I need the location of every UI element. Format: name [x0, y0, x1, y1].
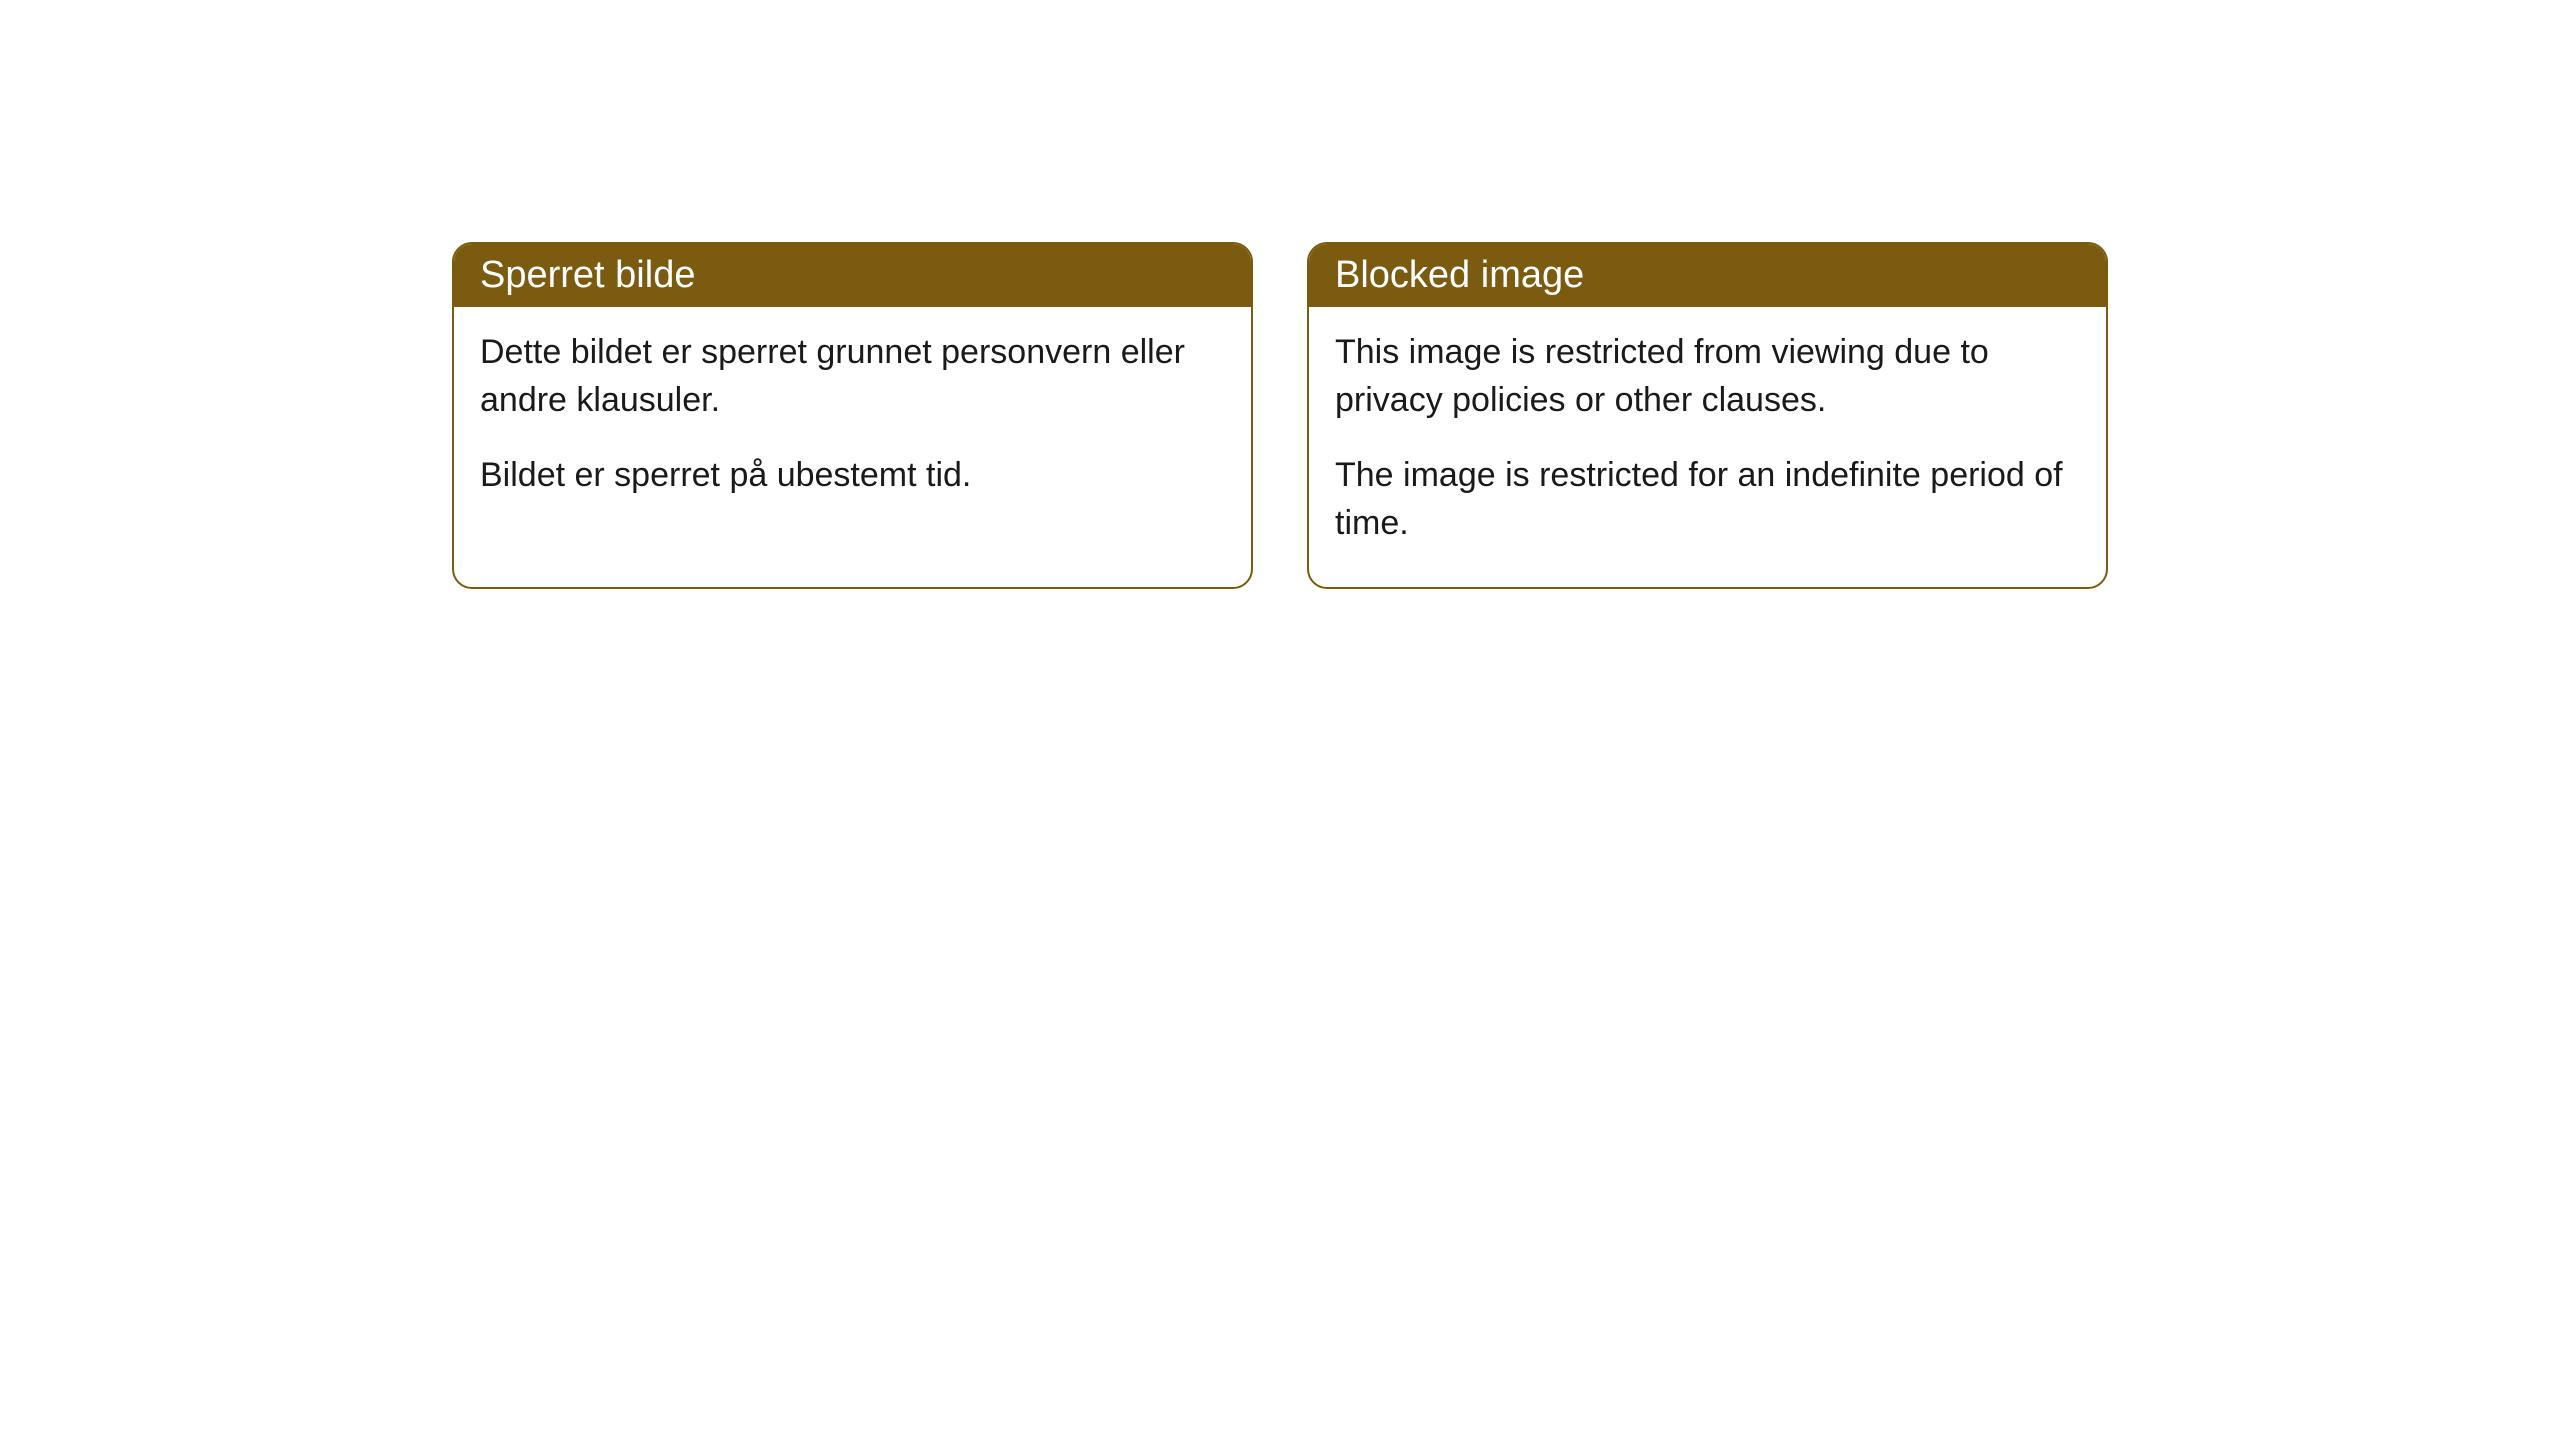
card-title: Blocked image [1335, 254, 1584, 296]
notice-cards-container: Sperret bilde Dette bildet er sperret gr… [0, 242, 2560, 589]
card-paragraph: Dette bildet er sperret grunnet personve… [480, 329, 1225, 424]
card-paragraph: The image is restricted for an indefinit… [1335, 452, 2080, 547]
notice-card-english: Blocked image This image is restricted f… [1307, 242, 2108, 589]
card-header: Sperret bilde [454, 244, 1251, 307]
card-paragraph: This image is restricted from viewing du… [1335, 329, 2080, 424]
card-body: This image is restricted from viewing du… [1309, 307, 2106, 587]
card-body: Dette bildet er sperret grunnet personve… [454, 307, 1251, 540]
notice-card-norwegian: Sperret bilde Dette bildet er sperret gr… [452, 242, 1253, 589]
card-paragraph: Bildet er sperret på ubestemt tid. [480, 452, 1225, 500]
card-header: Blocked image [1309, 244, 2106, 307]
card-title: Sperret bilde [480, 254, 695, 296]
